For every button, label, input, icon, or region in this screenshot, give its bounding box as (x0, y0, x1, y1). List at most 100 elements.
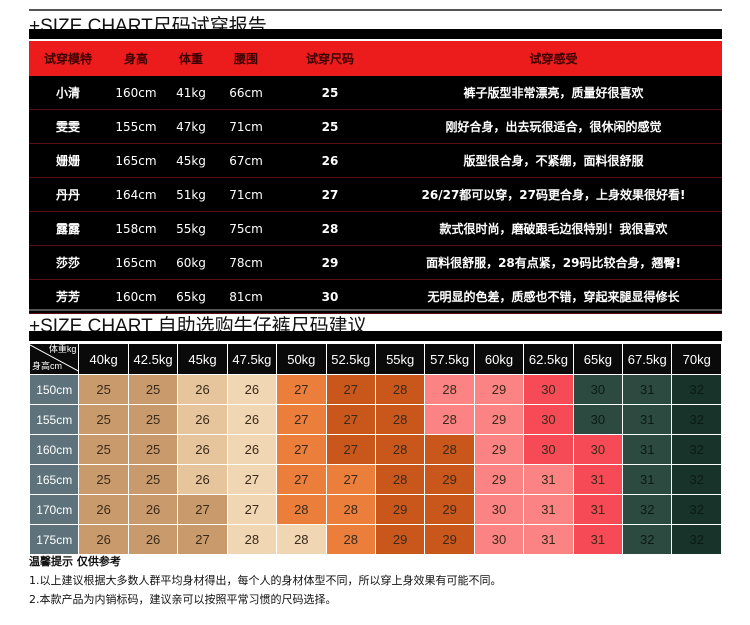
size-cell: 27 (326, 405, 375, 434)
table-row: 小清 160cm 41kg 66cm 25 裤子版型非常漂亮，质量好很喜欢 (29, 76, 722, 110)
notes-heading: 温馨提示 仅供参考 (29, 555, 121, 568)
size-cell: 30 (573, 405, 623, 434)
size-cell: 31 (524, 465, 573, 494)
column-header: 体重 (165, 41, 217, 76)
size-cell: 28 (277, 525, 326, 554)
weight-axis-label: 体重kg (48, 344, 77, 354)
size-cell: 28 (326, 495, 375, 524)
size-cell: 32 (623, 495, 672, 524)
table-cell: 无明显的色差，质感也不错，穿起来腿显得修长 (385, 279, 722, 314)
table-cell: 71cm (217, 177, 275, 212)
weight-header: 57.5kg (425, 344, 474, 374)
weight-header: 65kg (573, 344, 623, 374)
size-cell: 25 (128, 465, 178, 494)
size-cell: 31 (623, 465, 672, 494)
weight-header: 62.5kg (524, 344, 573, 374)
size-cell: 26 (227, 375, 277, 404)
size-cell: 32 (672, 525, 721, 554)
size-cell: 28 (425, 405, 474, 434)
size-cell: 26 (178, 375, 227, 404)
weight-header: 50kg (277, 344, 326, 374)
size-cell: 28 (375, 435, 425, 464)
size-cell: 28 (425, 435, 474, 464)
table-cell: 面料很舒服，28有点紧，29码比较合身，翘臀! (385, 245, 722, 280)
size-cell: 28 (277, 495, 326, 524)
grid-row: 170cm 26 26 27 27 28 28 29 29 30 31 31 32 32 (30, 495, 721, 524)
weight-header: 42.5kg (128, 344, 178, 374)
size-cell: 25 (79, 435, 128, 464)
column-header: 腰围 (217, 41, 275, 76)
height-label: 170cm (30, 495, 79, 524)
size-cell: 31 (573, 495, 623, 524)
size-cell: 27 (178, 525, 227, 554)
size-cell: 25 (128, 375, 178, 404)
table-cell: 28 (275, 211, 385, 246)
size-cell: 29 (474, 435, 524, 464)
size-cell: 26 (227, 405, 277, 434)
size-cell: 28 (227, 525, 277, 554)
table-cell: 款式很时尚，磨破跟毛边很特别！我很喜欢 (385, 211, 722, 246)
size-cell: 29 (375, 525, 425, 554)
grid-row: 175cm 26 26 27 28 28 28 29 29 30 31 31 32 32 (30, 525, 721, 554)
size-cell: 31 (623, 435, 672, 464)
height-label: 160cm (30, 435, 79, 464)
height-label: 150cm (30, 375, 79, 404)
table-row: 丹丹 164cm 51kg 71cm 27 26/27都可以穿，27码更合身，上身效果很好… (29, 177, 722, 212)
size-cell: 29 (375, 495, 425, 524)
table-cell: 65kg (165, 279, 217, 314)
size-cell: 27 (277, 375, 326, 404)
size-cell: 26 (178, 405, 227, 434)
size-cell: 29 (474, 465, 524, 494)
size-cell: 28 (326, 525, 375, 554)
size-cell: 26 (79, 495, 128, 524)
diagonal-divider (30, 344, 79, 372)
table-cell: 165cm (107, 245, 165, 280)
size-cell: 32 (672, 435, 721, 464)
note-line: 2.本款产品为内销标码，建议亲可以按照平常习惯的尺码选择。 (29, 593, 337, 606)
grid-row: 165cm 25 25 26 27 27 27 28 29 29 31 31 31 32 (30, 465, 721, 494)
size-cell: 25 (128, 435, 178, 464)
weight-header: 45kg (178, 344, 227, 374)
size-cell: 30 (524, 405, 573, 434)
size-cell: 27 (326, 465, 375, 494)
size-cell: 27 (227, 495, 277, 524)
size-cell: 27 (277, 435, 326, 464)
size-cell: 32 (672, 405, 721, 434)
title-bar (29, 29, 722, 39)
table-cell: 莎莎 (29, 245, 107, 280)
table-cell: 51kg (165, 177, 217, 212)
height-label: 155cm (30, 405, 79, 434)
table-cell: 47kg (165, 109, 217, 144)
size-cell: 29 (425, 525, 474, 554)
table-cell: 芳芳 (29, 279, 107, 314)
corner-content: 体重kg 身高cm (30, 344, 79, 372)
table-cell: 裤子版型非常漂亮，质量好很喜欢 (385, 76, 722, 110)
size-cell: 26 (178, 465, 227, 494)
weight-header: 52.5kg (326, 344, 375, 374)
size-cell: 32 (672, 495, 721, 524)
size-cell: 27 (277, 465, 326, 494)
table-row: 芳芳 160cm 65kg 81cm 30 无明显的色差，质感也不错，穿起来腿显得修长 (29, 279, 722, 314)
size-cell: 25 (128, 405, 178, 434)
size-cell: 30 (474, 525, 524, 554)
height-axis-label: 身高cm (32, 361, 62, 371)
size-cell: 32 (623, 525, 672, 554)
size-cell: 28 (425, 375, 474, 404)
size-cell: 26 (227, 435, 277, 464)
size-cell: 31 (573, 525, 623, 554)
size-cell: 29 (474, 375, 524, 404)
table-cell: 81cm (217, 279, 275, 314)
table-cell: 158cm (107, 211, 165, 246)
size-cell: 30 (474, 495, 524, 524)
table-cell: 155cm (107, 109, 165, 144)
column-header: 试穿模特 (29, 41, 107, 76)
size-cell: 27 (178, 495, 227, 524)
table-cell: 160cm (107, 76, 165, 110)
size-cell: 32 (672, 465, 721, 494)
size-cell: 31 (524, 525, 573, 554)
weight-header: 60kg (474, 344, 524, 374)
height-label: 175cm (30, 525, 79, 554)
height-label: 165cm (30, 465, 79, 494)
table-cell: 丹丹 (29, 177, 107, 212)
table-row: 莎莎 165cm 60kg 78cm 29 面料很舒服，28有点紧，29码比较合身，翘臀! (29, 245, 722, 280)
